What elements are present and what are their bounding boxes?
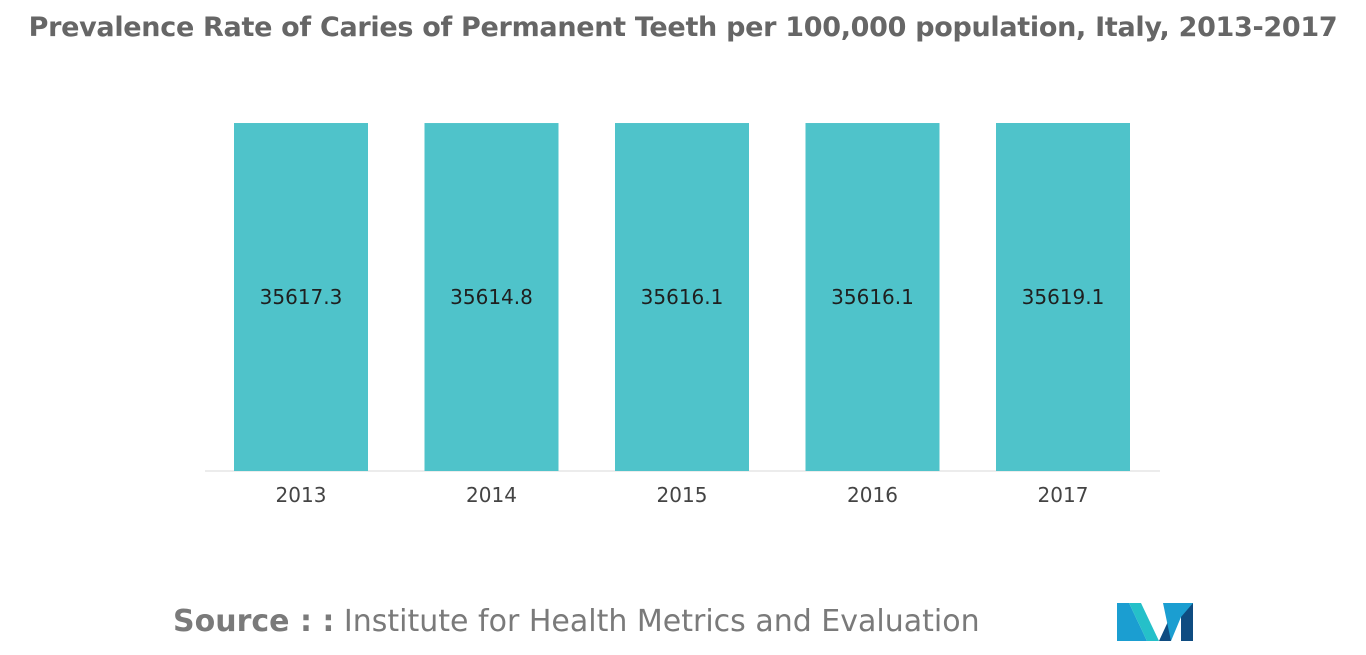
value-label-2014: 35614.8 — [450, 285, 533, 309]
value-labels-group: 35617.3 35614.8 35616.1 35616.1 35619.1 — [260, 285, 1105, 309]
source-note: Source : : Institute for Health Metrics … — [173, 604, 980, 639]
x-tick-labels-group: 2013 2014 2015 2016 2017 — [276, 483, 1089, 507]
bar-2016 — [805, 123, 940, 472]
bar-2017 — [996, 123, 1130, 471]
bar-chart: 35617.3 35614.8 35616.1 35616.1 35619.1 2013… — [205, 123, 1160, 507]
value-label-2016: 35616.1 — [831, 285, 914, 309]
mordor-intelligence-logo — [1117, 603, 1193, 641]
bar-2014 — [424, 123, 559, 472]
logo-left-shape — [1117, 603, 1147, 641]
x-tick-label-2016: 2016 — [847, 483, 898, 507]
logo-right-dark-shape — [1181, 603, 1193, 641]
logo-middle-shape — [1129, 603, 1159, 641]
bars-group — [234, 123, 1130, 472]
value-label-2013: 35617.3 — [260, 285, 343, 309]
x-tick-label-2017: 2017 — [1038, 483, 1089, 507]
x-tick-label-2014: 2014 — [466, 483, 517, 507]
bar-2015 — [615, 123, 749, 472]
x-tick-label-2013: 2013 — [276, 483, 327, 507]
source-text: Institute for Health Metrics and Evaluat… — [334, 604, 980, 639]
source-prefix: Source : : — [173, 604, 335, 639]
value-label-2017: 35619.1 — [1022, 285, 1105, 309]
x-tick-label-2015: 2015 — [657, 483, 708, 507]
value-label-2015: 35616.1 — [641, 285, 724, 309]
bar-2013 — [234, 123, 368, 472]
chart-title: Prevalence Rate of Caries of Permanent T… — [28, 12, 1338, 43]
